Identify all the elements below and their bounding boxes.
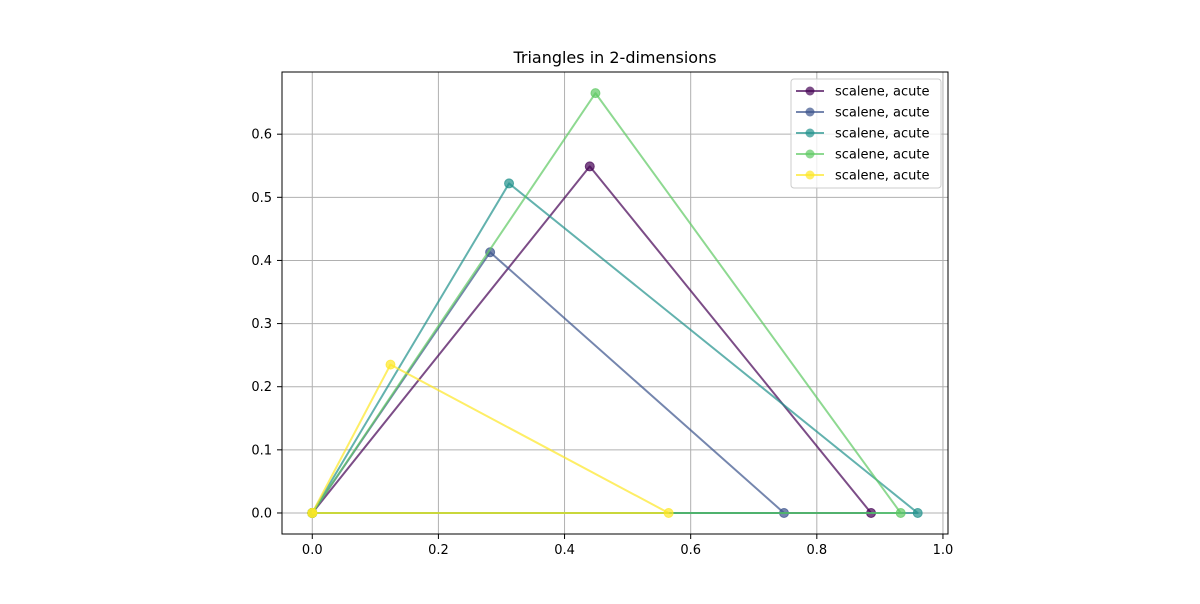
legend-marker (806, 108, 815, 117)
data-point (913, 508, 922, 517)
y-tick-label: 0.6 (251, 128, 272, 143)
chart-title: Triangles in 2-dimensions (512, 48, 716, 67)
y-tick-label: 0.1 (251, 443, 272, 458)
data-point (591, 89, 600, 98)
data-point (505, 179, 514, 188)
data-point (896, 508, 905, 517)
legend-label: scalene, acute (835, 148, 929, 163)
legend-marker (806, 171, 815, 180)
legend-label: scalene, acute (835, 106, 929, 121)
y-tick-label: 0.5 (251, 191, 272, 206)
x-tick-label: 0.2 (428, 543, 449, 558)
y-tick-label: 0.3 (251, 317, 272, 332)
legend-marker (806, 150, 815, 159)
data-point (308, 508, 317, 517)
y-tick-label: 0.4 (251, 254, 272, 269)
x-tick-label: 0.8 (806, 543, 827, 558)
data-point (664, 508, 673, 517)
x-tick-label: 0.4 (554, 543, 575, 558)
y-tick-label: 0.0 (251, 506, 272, 521)
x-tick-label: 0.0 (302, 543, 323, 558)
legend-label: scalene, acute (835, 85, 929, 100)
x-tick-label: 1.0 (933, 543, 954, 558)
x-tick-label: 0.6 (680, 543, 701, 558)
legend-marker (806, 129, 815, 138)
legend-label: scalene, acute (835, 169, 929, 184)
y-tick-label: 0.2 (251, 380, 272, 395)
legend-marker (806, 87, 815, 96)
data-point (386, 360, 395, 369)
legend: scalene, acute scalene, acute scalene, acu… (791, 79, 941, 188)
data-point (585, 162, 594, 171)
legend-label: scalene, acute (835, 127, 929, 142)
